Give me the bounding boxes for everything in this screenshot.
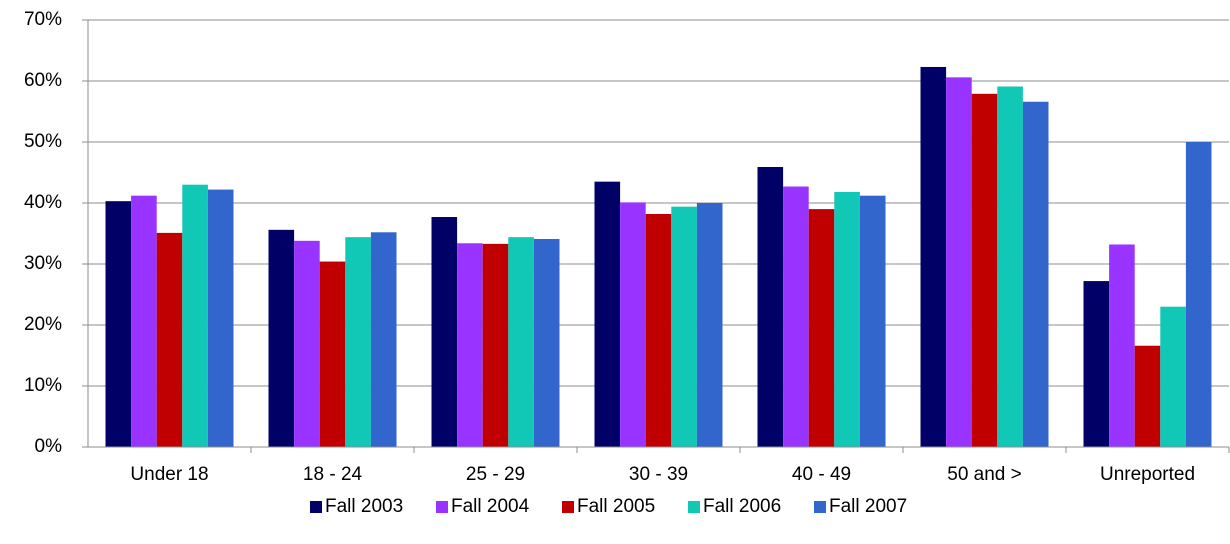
- bar: [1134, 345, 1161, 447]
- x-tick-label: 18 - 24: [303, 464, 363, 485]
- bar: [971, 93, 998, 447]
- legend-label: Fall 2007: [829, 496, 907, 517]
- bar: [834, 192, 860, 447]
- legend-label: Fall 2005: [577, 496, 655, 517]
- x-tick-label: Under 18: [130, 464, 208, 485]
- y-tick-label: 20%: [24, 314, 62, 335]
- bar: [294, 240, 320, 447]
- x-tick-label: 25 - 29: [466, 464, 525, 485]
- legend-swatch: [562, 501, 574, 513]
- bar: [859, 195, 886, 447]
- bar: [431, 217, 458, 447]
- bar: [1022, 101, 1049, 448]
- legend-swatch: [814, 501, 826, 513]
- bar: [671, 206, 697, 447]
- bar: [156, 232, 183, 447]
- y-tick-label: 70%: [24, 9, 62, 30]
- bar: [594, 181, 621, 447]
- bar: [268, 229, 295, 447]
- legend-label: Fall 2004: [451, 496, 530, 517]
- bar: [783, 186, 809, 447]
- bar: [131, 195, 157, 447]
- legend-label: Fall 2003: [325, 496, 403, 517]
- bar: [457, 243, 483, 447]
- bar: [482, 243, 509, 447]
- y-tick-label: 10%: [24, 375, 62, 396]
- bar: [645, 213, 672, 447]
- bar: [182, 184, 208, 447]
- y-tick-label: 60%: [24, 70, 62, 91]
- x-tick-label: 30 - 39: [629, 464, 688, 485]
- bar: [345, 237, 371, 447]
- bar: [319, 261, 346, 447]
- x-tick-label: 40 - 49: [792, 464, 851, 485]
- bar: [808, 209, 835, 447]
- bar: [1185, 142, 1212, 447]
- legend-swatch: [688, 501, 700, 513]
- x-tick-label: 50 and >: [947, 464, 1022, 485]
- bar: [757, 167, 784, 447]
- y-tick-label: 40%: [24, 192, 62, 213]
- legend-label: Fall 2006: [703, 496, 781, 517]
- legend-swatch: [436, 501, 448, 513]
- bar: [508, 237, 534, 447]
- bar: [946, 77, 972, 447]
- y-tick-label: 0%: [35, 436, 63, 457]
- bar: [207, 189, 234, 447]
- bar: [1083, 281, 1110, 447]
- bar: [920, 66, 947, 447]
- legend-swatch: [310, 501, 322, 513]
- bar: [533, 238, 560, 447]
- bar: [620, 202, 646, 447]
- bar: [370, 232, 397, 447]
- bar: [696, 203, 723, 447]
- bar: [1160, 306, 1186, 447]
- y-tick-label: 50%: [24, 131, 62, 152]
- bar: [105, 201, 132, 447]
- y-tick-label: 30%: [24, 253, 62, 274]
- x-tick-label: Unreported: [1100, 464, 1195, 485]
- bar: [997, 86, 1023, 448]
- bar: [1109, 244, 1135, 447]
